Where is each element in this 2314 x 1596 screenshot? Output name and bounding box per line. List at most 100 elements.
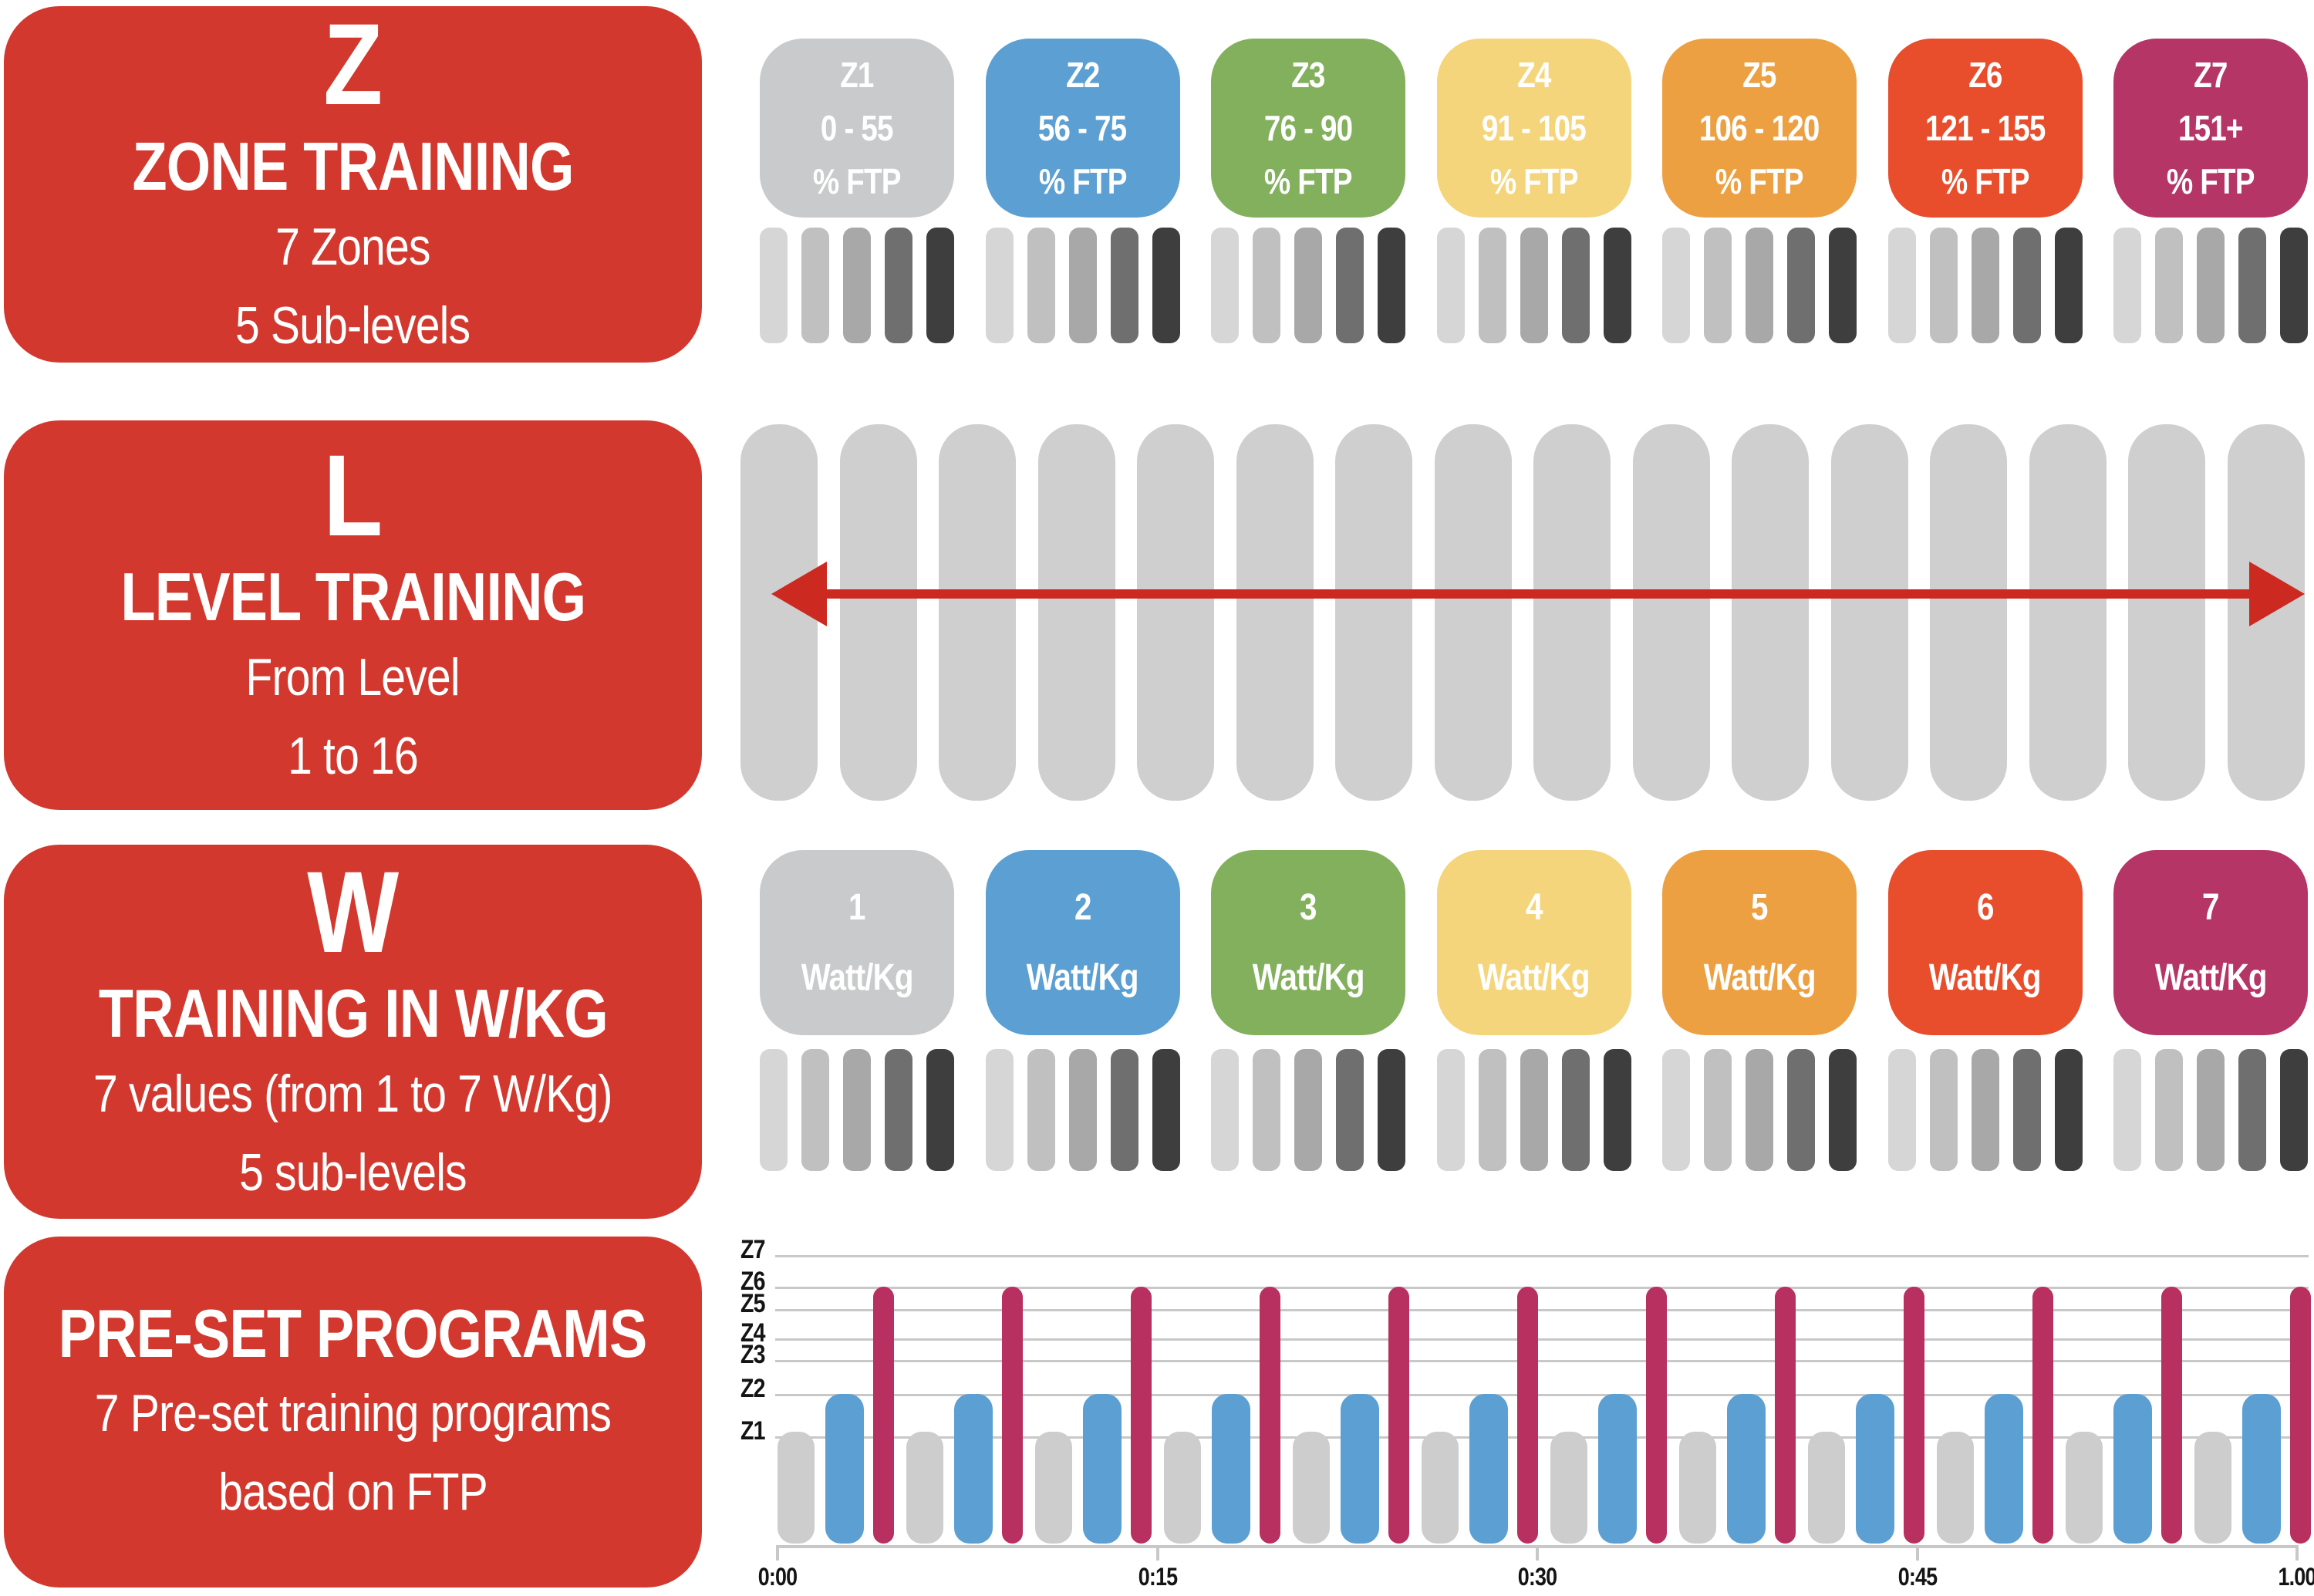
chart-bar-z6-rep4 <box>1260 1287 1280 1544</box>
wkg-7-sublevel-bar-2 <box>2155 1049 2183 1171</box>
zone-z4-sublevel-bar-3 <box>1520 228 1548 343</box>
zone-ftp-unit: % FTP <box>1715 160 1804 201</box>
zone-z1-sublevel-bar-2 <box>801 228 829 343</box>
zone-z5-sublevel-bar-1 <box>1662 228 1690 343</box>
zone-training-card: Z ZONE TRAINING 7 Zones 5 Sub-levels <box>4 0 702 363</box>
x-axis-label-045: 0:45 <box>1897 1563 1937 1591</box>
x-axis-label-000: 0:00 <box>757 1563 798 1591</box>
wkg-2-sublevel-bar-3 <box>1068 1049 1097 1171</box>
level-bar-15 <box>2128 424 2205 801</box>
wkg-5-sublevel-bar-4 <box>1787 1049 1815 1171</box>
chart-bar-z2-rep4 <box>1212 1394 1250 1544</box>
wkg-unit: Watt/Kg <box>1027 957 1139 998</box>
wkg-2-sublevel-bar-5 <box>1152 1049 1180 1171</box>
wkg-card-1: 1 Watt/Kg <box>760 850 954 1035</box>
chart-bar-z1-rep8 <box>1679 1432 1716 1544</box>
wkg-unit: Watt/Kg <box>801 957 914 998</box>
zone-card-title: ZONE TRAINING <box>132 127 574 204</box>
zone-z3-sublevel-bar-1 <box>1211 228 1239 343</box>
wkg-value: 1 <box>848 886 865 928</box>
wkg-card-line1: 7 values (from 1 to 7 W/Kg) <box>93 1065 612 1124</box>
zone-label: Z3 <box>1291 54 1325 95</box>
wkg-card-title: TRAINING IN W/KG <box>98 975 608 1052</box>
programs-card-title: PRE-SET PROGRAMS <box>59 1294 648 1372</box>
y-axis-label-z6: Z6 <box>740 1267 765 1296</box>
zone-ftp-range: 121 - 155 <box>1924 107 2046 148</box>
wkg-card-letter: W <box>307 846 399 977</box>
zone-z6-sublevel-bar-1 <box>1887 228 1916 343</box>
chart-bar-z6-rep8 <box>1775 1287 1796 1544</box>
wkg-unit: Watt/Kg <box>2154 957 2268 998</box>
wkg-card-2: 2 Watt/Kg <box>985 850 1180 1035</box>
programs-card-line1: 7 Pre-set training programs <box>94 1384 612 1443</box>
zone-z7-sublevel-bar-1 <box>2113 228 2141 343</box>
zone-z3-sublevel-bar-5 <box>1378 228 1405 343</box>
chart-bar-z1-rep1 <box>778 1432 815 1544</box>
arrow-shaft <box>820 589 2256 599</box>
level-bar-9 <box>1533 424 1611 801</box>
level-bar-10 <box>1632 424 1710 801</box>
chart-bar-z1-rep3 <box>1035 1432 1072 1544</box>
zone-label: Z7 <box>2194 54 2228 95</box>
y-axis-label-z1: Z1 <box>740 1416 765 1446</box>
zone-z4-sublevel-bar-1 <box>1436 228 1465 343</box>
chart-bar-z6-rep5 <box>1388 1287 1409 1544</box>
chart-bar-z6-rep10 <box>2032 1287 2053 1544</box>
wkg-3-sublevel-bar-5 <box>1378 1049 1405 1171</box>
level-training-card: L LEVEL TRAINING From Level 1 to 16 <box>4 420 702 810</box>
wkg-4-sublevel-bar-4 <box>1561 1049 1590 1171</box>
chart-bar-z6-rep1 <box>873 1287 894 1544</box>
chart-bar-z2-rep6 <box>1469 1394 1508 1544</box>
gridline-z2 <box>775 1394 2309 1396</box>
level-card-title: LEVEL TRAINING <box>120 558 586 636</box>
zone-card-letter: Z <box>323 0 383 130</box>
zone-z4-sublevel-bar-4 <box>1561 228 1590 343</box>
zone-ftp-unit: % FTP <box>1489 160 1579 201</box>
zone-z7-sublevel-bar-2 <box>2155 228 2183 343</box>
zone-ftp-unit: % FTP <box>2167 160 2255 201</box>
wkg-4-sublevel-bar-5 <box>1603 1049 1631 1171</box>
wkg-7-sublevel-bar-4 <box>2238 1049 2266 1171</box>
y-axis-label-z5: Z5 <box>740 1289 765 1318</box>
wkg-7-sublevel-bar-3 <box>2197 1049 2225 1171</box>
chart-bar-z6-rep3 <box>1131 1287 1152 1544</box>
zone-label: Z1 <box>840 54 874 95</box>
wkg-3-sublevel-bar-2 <box>1253 1049 1280 1171</box>
wkg-value: 4 <box>1525 886 1543 928</box>
wkg-7-sublevel-bar-5 <box>2280 1049 2308 1171</box>
wkg-1-sublevel-bar-2 <box>801 1049 829 1171</box>
zone-z5-sublevel-bar-5 <box>1829 228 1857 343</box>
zone-z1-sublevel-bar-4 <box>885 228 912 343</box>
wkg-4-sublevel-bar-1 <box>1436 1049 1465 1171</box>
chart-bar-z1-rep2 <box>906 1432 943 1544</box>
level-bar-3 <box>939 424 1016 801</box>
zone-ftp-unit: % FTP <box>813 160 902 201</box>
zone-z4-sublevel-bar-5 <box>1603 228 1631 343</box>
wkg-card-7: 7 Watt/Kg <box>2113 850 2308 1035</box>
zone-ftp-range: 151+ <box>2178 107 2244 148</box>
wkg-training-card: W TRAINING IN W/KG 7 values (from 1 to 7… <box>4 845 702 1219</box>
arrow-head-left <box>771 562 827 626</box>
level-bar-7 <box>1335 424 1412 801</box>
level-bar-6 <box>1236 424 1314 801</box>
zone-card-z6: Z6 121 - 155 % FTP <box>1887 39 2083 218</box>
wkg-card-5: 5 Watt/Kg <box>1662 850 1857 1035</box>
arrow-head-right <box>2249 562 2305 626</box>
y-axis-label-z2: Z2 <box>740 1374 765 1403</box>
chart-bar-z1-rep5 <box>1293 1432 1330 1544</box>
y-axis-label-z4: Z4 <box>740 1318 765 1348</box>
wkg-1-sublevel-bar-5 <box>926 1049 954 1171</box>
wkg-2-sublevel-bar-4 <box>1110 1049 1138 1171</box>
zone-z3-sublevel-bar-3 <box>1294 228 1322 343</box>
chart-bar-z1-rep11 <box>2066 1432 2103 1544</box>
zone-z5-sublevel-bar-3 <box>1746 228 1773 343</box>
wkg-1-sublevel-bar-1 <box>760 1049 788 1171</box>
programs-card-line2: based on FTP <box>218 1463 488 1522</box>
chart-bar-z6-rep9 <box>1904 1287 1924 1544</box>
wkg-6-sublevel-bar-5 <box>2054 1049 2083 1171</box>
zone-ftp-unit: % FTP <box>1941 160 2030 201</box>
zone-z2-sublevel-bar-3 <box>1068 228 1097 343</box>
chart-bar-z2-rep2 <box>954 1394 993 1544</box>
chart-bar-z2-rep12 <box>2242 1394 2281 1544</box>
zone-ftp-range: 106 - 120 <box>1699 107 1820 148</box>
